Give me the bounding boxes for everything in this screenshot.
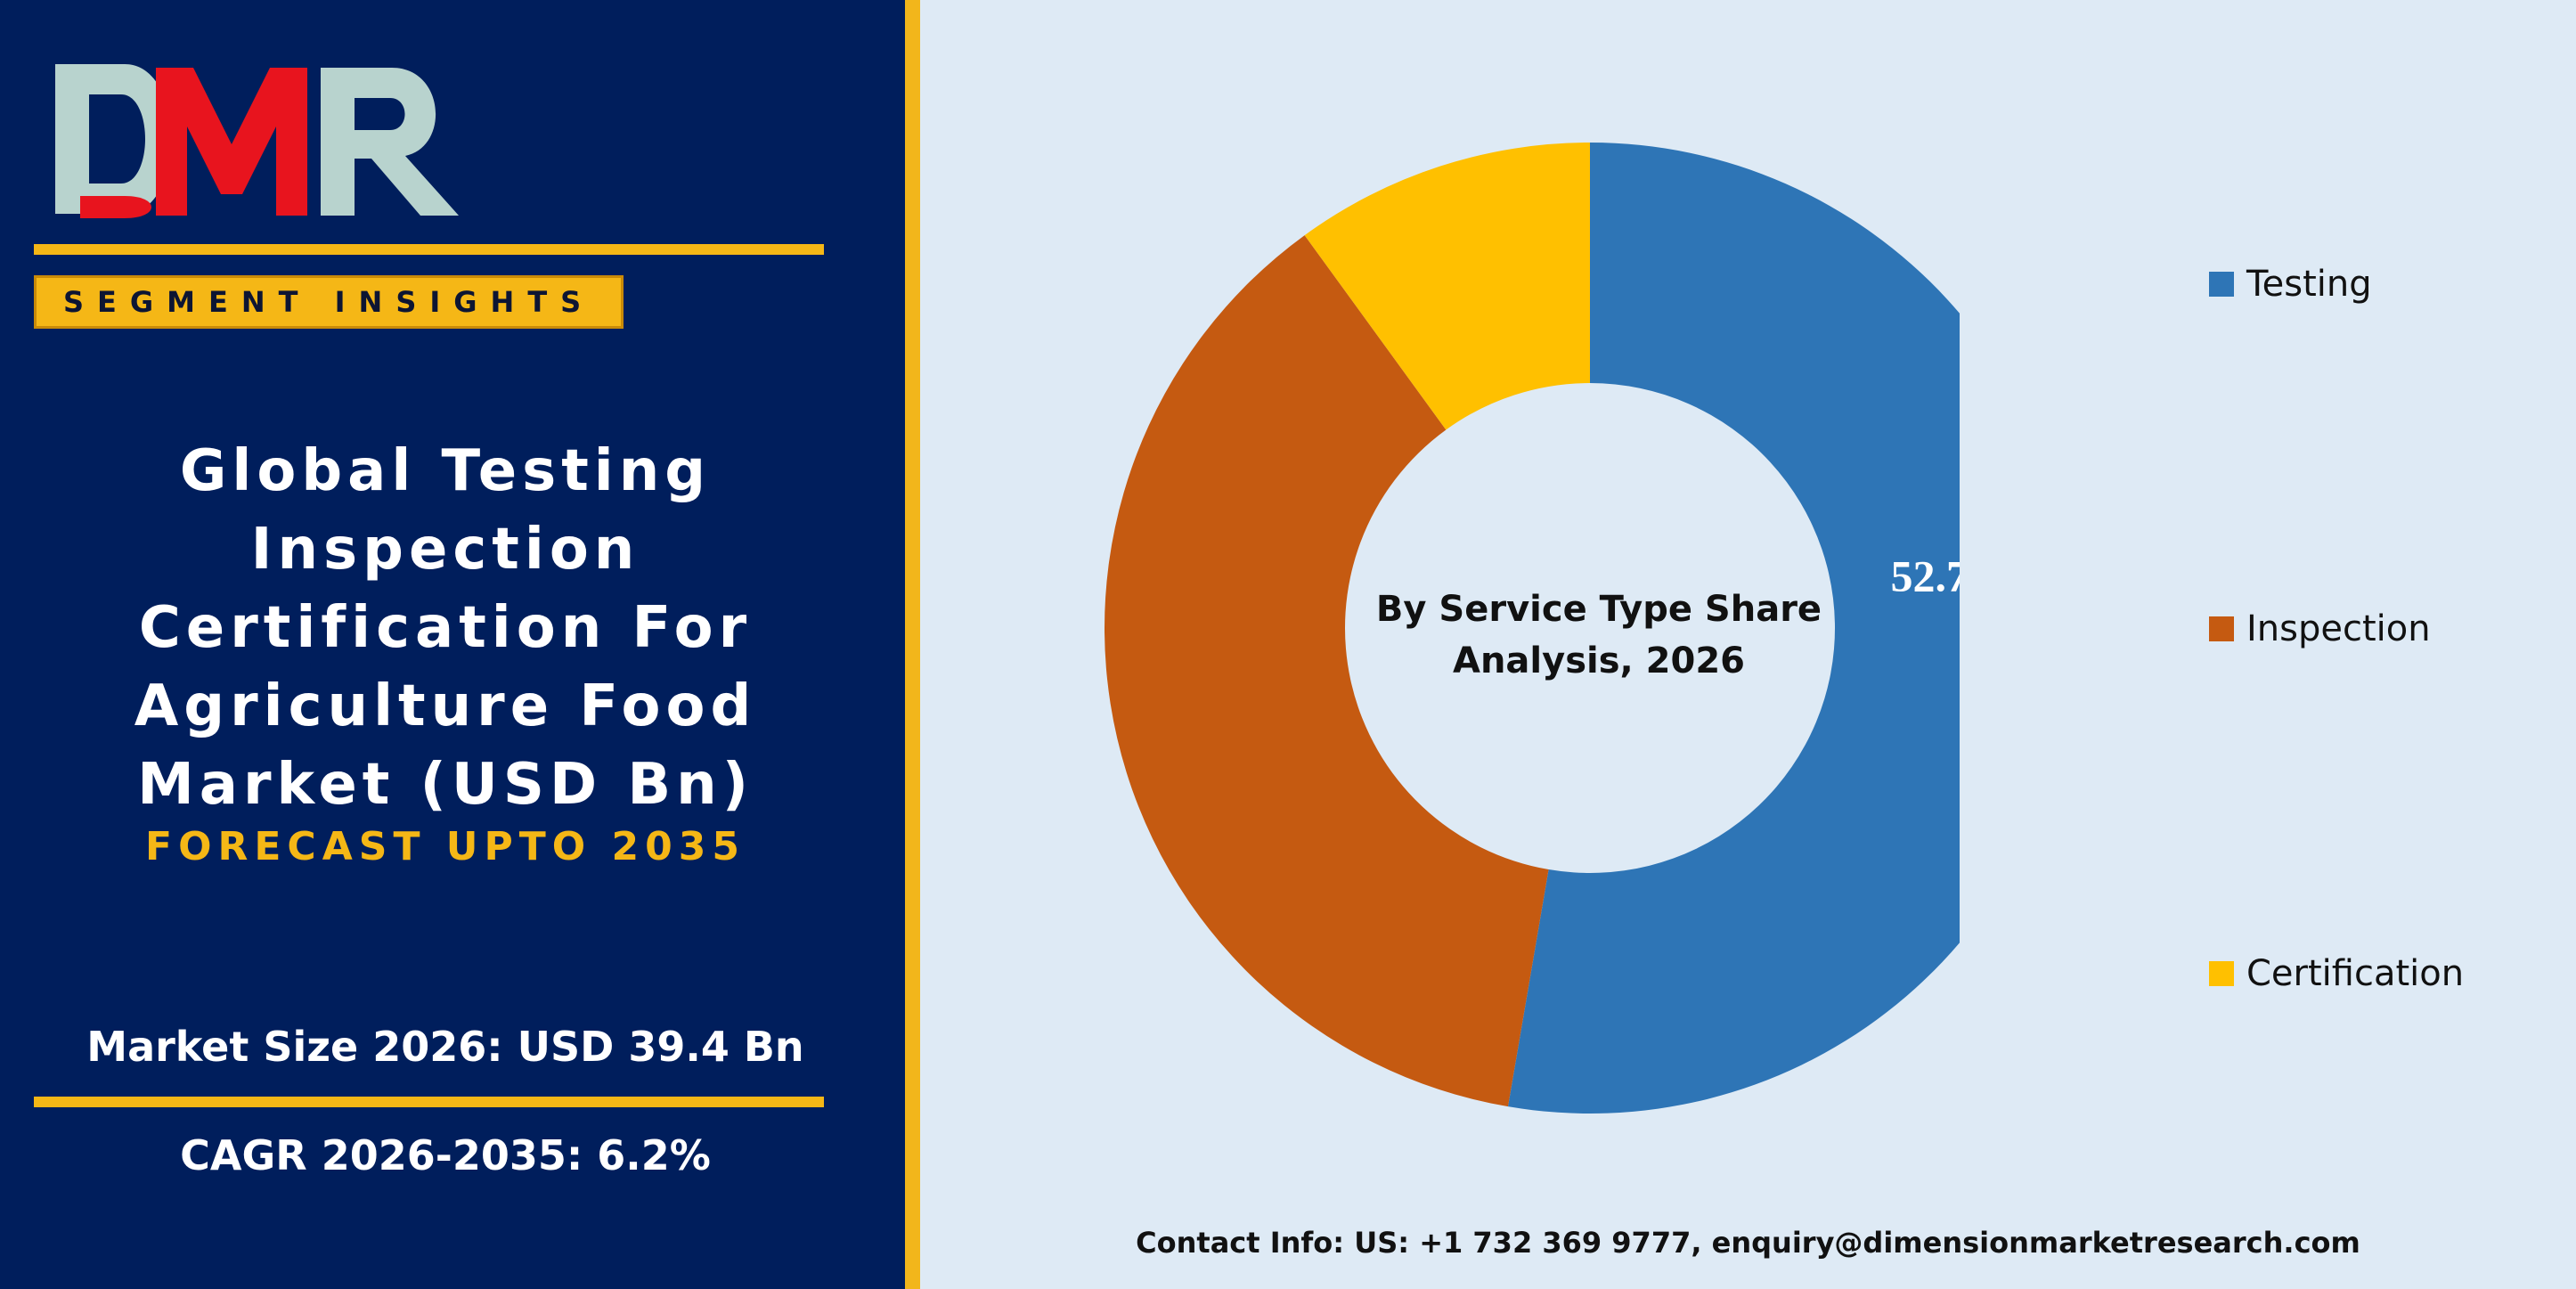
legend-item-inspection: Inspection bbox=[2209, 608, 2431, 649]
market-size: Market Size 2026: USD 39.4 Bn bbox=[86, 1023, 804, 1071]
legend-swatch bbox=[2209, 961, 2234, 986]
data-label-testing: 52.7% bbox=[1891, 551, 1960, 601]
legend-label: Certification bbox=[2246, 953, 2465, 994]
donut-chart: 52.7% bbox=[1105, 142, 1960, 1114]
forecast-subtitle: FORECAST UPTO 2035 bbox=[145, 824, 746, 869]
legend-swatch bbox=[2209, 272, 2234, 297]
segment-insights-badge: SEGMENT INSIGHTS bbox=[34, 275, 624, 329]
contact-info: Contact Info: US: +1 732 369 9777, enqui… bbox=[1136, 1226, 2360, 1260]
slice-certification bbox=[1304, 142, 1590, 430]
dmr-logo bbox=[55, 64, 459, 218]
divider-line-bottom bbox=[34, 1097, 824, 1107]
chart-center-label: By Service Type Share Analysis, 2026 bbox=[1375, 589, 1822, 681]
panel-divider bbox=[905, 0, 920, 1289]
legend-swatch bbox=[2209, 616, 2234, 641]
divider-line-top bbox=[34, 244, 824, 255]
cagr: CAGR 2026-2035: 6.2% bbox=[180, 1131, 711, 1179]
slice-inspection bbox=[1105, 235, 1549, 1107]
legend-item-certification: Certification bbox=[2209, 953, 2464, 994]
report-title: Global Testing Inspection Certification … bbox=[134, 438, 757, 818]
legend-label: Inspection bbox=[2246, 608, 2431, 649]
legend-item-testing: Testing bbox=[2209, 264, 2372, 305]
legend-label: Testing bbox=[2246, 264, 2372, 305]
left-panel: SEGMENT INSIGHTS Global Testing Inspecti… bbox=[0, 0, 905, 1289]
slice-testing bbox=[1507, 143, 1960, 1114]
